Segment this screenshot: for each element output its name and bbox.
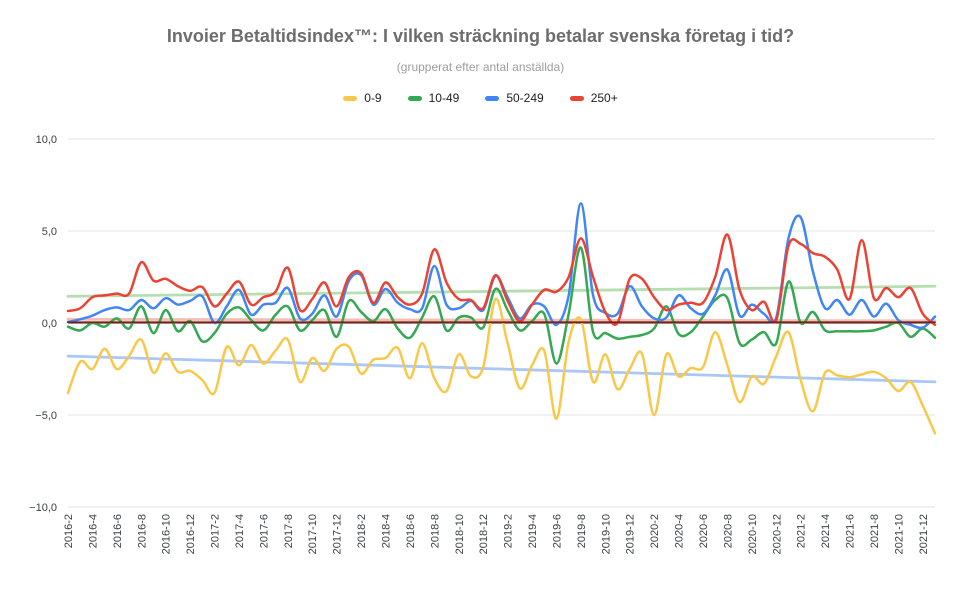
x-tick-label: 2019-12 (625, 514, 637, 554)
x-tick-label: 2017-4 (234, 514, 246, 548)
legend: 0-9 10-49 50-249 250+ (0, 91, 961, 105)
x-tick-label: 2020-12 (771, 514, 783, 554)
x-tick-label: 2016-4 (87, 514, 99, 548)
x-tick-label: 2018-4 (380, 514, 392, 548)
x-tick-label: 2021-8 (869, 514, 881, 548)
series-line-250+ (66, 233, 937, 327)
x-tick-label: 2019-4 (527, 514, 539, 548)
x-tick-label: 2017-10 (307, 514, 319, 554)
x-tick-label: 2019-8 (576, 514, 588, 548)
x-tick-label: 2018-10 (454, 514, 466, 554)
x-tick-label: 2018-2 (356, 514, 368, 548)
x-tick-label: 2018-12 (478, 514, 490, 554)
legend-swatch-icon (343, 95, 358, 101)
x-tick-label: 2019-10 (600, 514, 612, 554)
y-tick-label: −5,0 (35, 410, 57, 422)
legend-swatch-icon (569, 95, 584, 101)
y-tick-label: 5,0 (42, 226, 57, 238)
x-tick-label: 2016-2 (63, 514, 75, 548)
x-tick-label: 2016-10 (161, 514, 173, 554)
x-tick-label: 2018-6 (405, 514, 417, 548)
chart-title: Invoier Betaltidsindex™: I vilken sträck… (166, 26, 795, 46)
trend-light-blue (66, 354, 937, 384)
chart-subtitle: (grupperat efter antal anställda) (396, 60, 565, 74)
legend-swatch-icon (407, 95, 422, 101)
x-tick-label: 2019-6 (551, 514, 563, 548)
x-tick-label: 2018-8 (429, 514, 441, 548)
legend-label: 10-49 (428, 91, 460, 105)
x-tick-label: 2017-6 (258, 514, 270, 548)
x-tick-label: 2016-6 (112, 514, 124, 548)
legend-item-10-49: 10-49 (407, 91, 460, 105)
x-tick-label: 2016-8 (136, 514, 148, 548)
x-tick-label: 2017-2 (210, 514, 222, 548)
y-tick-label: 10,0 (36, 134, 57, 146)
legend-label: 0-9 (364, 91, 382, 105)
y-tick-label: 0,0 (42, 318, 57, 330)
legend-item-50-249: 50-249 (485, 91, 544, 105)
series-line-10-49 (66, 246, 937, 365)
y-tick-label: −10,0 (29, 502, 57, 514)
series-line-0-9 (66, 297, 937, 435)
x-tick-label: 2019-2 (503, 514, 515, 548)
x-tick-label: 2021-12 (918, 514, 930, 554)
legend-swatch-icon (485, 95, 500, 101)
x-tick-label: 2021-10 (893, 514, 905, 554)
x-tick-label: 2020-10 (747, 514, 759, 554)
x-tick-label: 2016-12 (185, 514, 197, 554)
x-tick-label: 2017-8 (283, 514, 295, 548)
x-tick-label: 2020-2 (649, 514, 661, 548)
legend-item-0-9: 0-9 (343, 91, 382, 105)
x-tick-label: 2020-8 (722, 514, 734, 548)
x-tick-label: 2021-2 (796, 514, 808, 548)
trend-light-green (66, 284, 937, 298)
x-tick-label: 2017-12 (332, 514, 344, 554)
legend-item-250+: 250+ (569, 91, 618, 105)
x-tick-label: 2021-6 (845, 514, 857, 548)
x-tick-label: 2020-4 (674, 514, 686, 548)
x-tick-label: 2020-6 (698, 514, 710, 548)
legend-label: 250+ (590, 91, 618, 105)
x-tick-label: 2021-4 (820, 514, 832, 548)
legend-label: 50-249 (506, 91, 544, 105)
